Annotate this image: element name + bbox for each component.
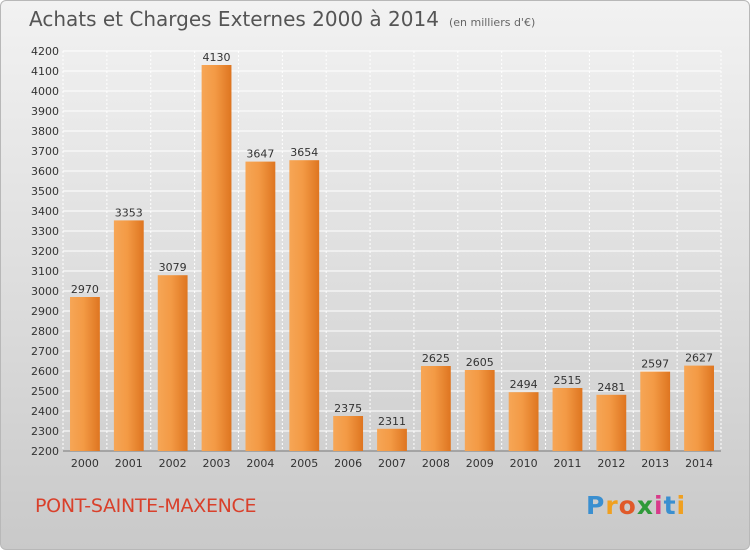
y-tick-label: 4000 xyxy=(31,85,59,98)
bar-2000 xyxy=(70,297,100,451)
bar-2008 xyxy=(420,366,451,451)
data-label: 2970 xyxy=(71,283,99,296)
chart-title: Achats et Charges Externes 2000 à 2014 (e… xyxy=(29,7,535,31)
data-label: 2625 xyxy=(422,352,450,365)
bar-2012 xyxy=(596,394,627,451)
city-name: PONT-SAINTE-MAXENCE xyxy=(35,495,257,517)
x-tick-label: 2013 xyxy=(641,457,669,470)
data-label: 2605 xyxy=(466,356,494,369)
x-tick-label: 2008 xyxy=(422,457,450,470)
bar-2010 xyxy=(508,392,539,451)
data-label: 4130 xyxy=(203,51,231,64)
data-label: 3079 xyxy=(159,261,187,274)
y-tick-label: 2600 xyxy=(31,365,59,378)
bar-2006 xyxy=(333,416,364,451)
bar-2007 xyxy=(377,428,407,451)
x-tick-label: 2011 xyxy=(553,457,581,470)
y-tick-label: 2400 xyxy=(31,405,59,418)
data-label: 2515 xyxy=(553,374,581,387)
x-tick-label: 2007 xyxy=(378,457,406,470)
bar-2014 xyxy=(684,365,714,451)
chart-subtitle: (en milliers d'€) xyxy=(448,16,536,29)
bar-2003 xyxy=(201,65,232,451)
y-tick-label: 3400 xyxy=(31,205,59,218)
data-label: 2627 xyxy=(685,352,713,365)
y-tick-label: 3700 xyxy=(31,145,59,158)
data-label: 3647 xyxy=(246,148,274,161)
x-tick-label: 2003 xyxy=(203,457,231,470)
x-tick-label: 2004 xyxy=(246,457,274,470)
data-label: 2311 xyxy=(378,415,406,428)
data-label: 2375 xyxy=(334,402,362,415)
proxiti-logo: Proxiti xyxy=(586,491,687,520)
y-tick-label: 2900 xyxy=(31,305,59,318)
x-tick-label: 2010 xyxy=(510,457,538,470)
data-labels: 2970 3353 3079 4130 3647 3654 2375 2311 2625 2605… xyxy=(71,51,713,428)
y-axis-ticks: 2200 2300 2400 2500 2600 2700 2800 2900 3000 3100… xyxy=(31,45,59,458)
y-tick-label: 2800 xyxy=(31,325,59,338)
data-label: 3654 xyxy=(290,146,318,159)
bar-2009 xyxy=(464,370,495,451)
y-tick-label: 2700 xyxy=(31,345,59,358)
bar-2011 xyxy=(552,388,583,451)
x-tick-label: 2000 xyxy=(71,457,99,470)
bars xyxy=(70,65,714,451)
x-tick-label: 2014 xyxy=(685,457,713,470)
y-tick-label: 3200 xyxy=(31,245,59,258)
y-tick-label: 3900 xyxy=(31,105,59,118)
data-label: 2597 xyxy=(641,358,669,371)
y-tick-label: 3800 xyxy=(31,125,59,138)
data-label: 2481 xyxy=(597,381,625,394)
y-tick-label: 4200 xyxy=(31,45,59,58)
y-tick-label: 3000 xyxy=(31,285,59,298)
y-tick-label: 4100 xyxy=(31,65,59,78)
y-tick-label: 2500 xyxy=(31,385,59,398)
y-tick-label: 3300 xyxy=(31,225,59,238)
x-tick-label: 2012 xyxy=(597,457,625,470)
x-tick-label: 2001 xyxy=(115,457,143,470)
data-label: 2494 xyxy=(510,378,538,391)
bar-2005 xyxy=(289,160,320,451)
y-tick-label: 3600 xyxy=(31,165,59,178)
x-tick-label: 2005 xyxy=(290,457,318,470)
x-tick-label: 2009 xyxy=(466,457,494,470)
y-tick-label: 3100 xyxy=(31,265,59,278)
y-tick-label: 3500 xyxy=(31,185,59,198)
y-tick-label: 2200 xyxy=(31,445,59,458)
bar-2002 xyxy=(157,275,188,451)
x-tick-label: 2006 xyxy=(334,457,362,470)
bar-2013 xyxy=(640,371,671,451)
data-label: 3353 xyxy=(115,206,143,219)
x-axis-ticks: 2000 2001 2002 2003 2004 2005 2006 2007 2008 2009… xyxy=(71,457,713,470)
y-tick-label: 2300 xyxy=(31,425,59,438)
chart-title-text: Achats et Charges Externes 2000 à 2014 xyxy=(29,7,439,31)
bar-2004 xyxy=(245,161,276,451)
bar-2001 xyxy=(113,220,144,451)
x-tick-label: 2002 xyxy=(159,457,187,470)
